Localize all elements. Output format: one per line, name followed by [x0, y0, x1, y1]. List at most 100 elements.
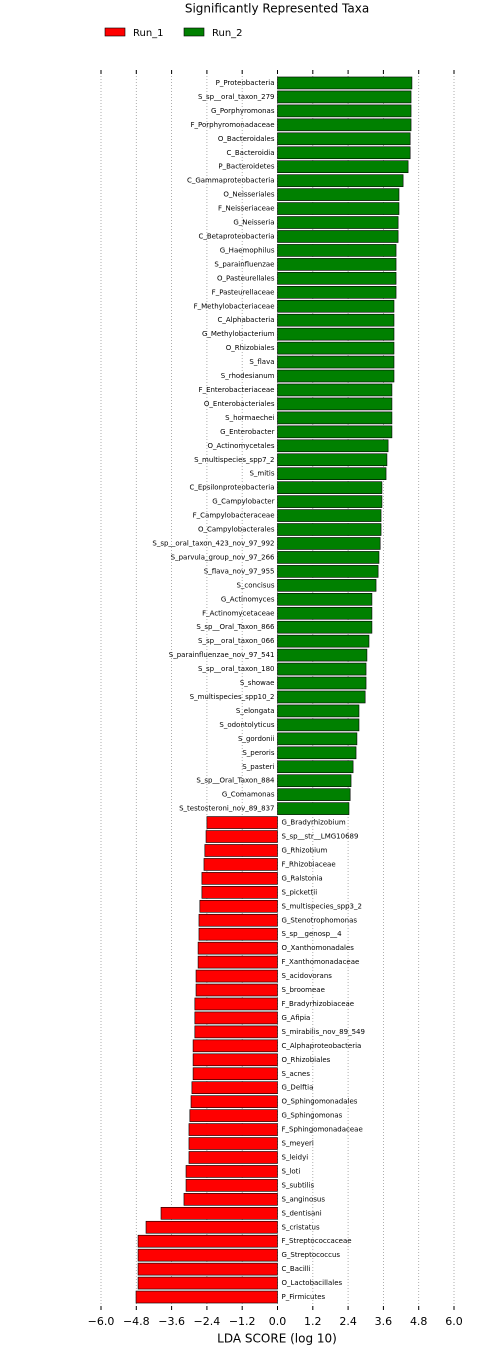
bar: [277, 313, 395, 327]
category-label: O_Rhizobiales: [282, 1056, 331, 1064]
category-label: O_Rhizobiales: [226, 344, 275, 352]
category-label: S_multispecies_spp10_2: [190, 693, 275, 701]
category-label: G_Ralstonia: [282, 874, 323, 882]
bar: [203, 858, 278, 871]
category-label: P_Proteobacteria: [216, 79, 275, 87]
bar: [277, 299, 395, 313]
bar: [277, 592, 373, 606]
bar: [188, 1137, 278, 1150]
bar: [277, 174, 404, 187]
bar: [194, 1025, 278, 1039]
category-label: O_Actinomycetales: [208, 442, 275, 450]
category-label: O_Bacteroidales: [218, 135, 275, 143]
category-label: S_sp__oral_taxon_066: [198, 637, 275, 645]
category-label: S_elongata: [236, 707, 275, 715]
category-label: O_Sphingomonadales: [282, 1098, 358, 1106]
category-label: C_Alphabacteria: [217, 316, 274, 324]
bar: [206, 816, 278, 829]
x-tick-label: −6.0: [88, 1315, 115, 1328]
bar: [201, 886, 278, 899]
category-label: F_Enterobacteriaceae: [199, 386, 275, 394]
bar: [277, 606, 373, 620]
bar: [277, 718, 360, 732]
category-label: C_Bacilli: [282, 1265, 311, 1273]
bar: [195, 983, 278, 997]
bar: [277, 397, 393, 411]
bar: [205, 830, 278, 843]
bar: [277, 662, 367, 676]
bar: [277, 551, 380, 564]
category-label: O_Lactobacillales: [282, 1279, 343, 1287]
category-label: S_multispecies_spp7_2: [194, 456, 274, 464]
category-label: S_pickettii: [282, 888, 318, 896]
bar: [277, 411, 393, 425]
legend-swatch: [104, 27, 126, 37]
bar: [277, 760, 354, 774]
category-label: G_Neisseria: [233, 219, 274, 227]
x-axis-label: LDA SCORE (log 10): [217, 1332, 337, 1346]
category-label: S_peroris: [242, 749, 275, 757]
category-label: C_Gammaproteobacteria: [187, 177, 275, 185]
x-tick-label: −3.6: [158, 1315, 185, 1328]
category-label: S_showae: [240, 679, 275, 687]
bar: [277, 648, 368, 662]
category-label: F_Campylobacteraceae: [193, 512, 275, 520]
category-label: C_Betaproteobacteria: [198, 232, 274, 240]
category-label: F_Rhizobiaceae: [282, 860, 336, 868]
bar: [277, 565, 379, 578]
category-label: S_sp__oral_taxon_180: [198, 665, 274, 673]
category-label: S_parainfluenzae: [214, 260, 274, 268]
bar: [277, 439, 389, 453]
category-label: S_leidyi: [282, 1153, 309, 1161]
category-label: P_Firmicutes: [282, 1293, 326, 1301]
bar: [277, 355, 395, 369]
category-label: O_Neisseriales: [223, 191, 274, 199]
category-label: G_Stenotrophomonas: [282, 916, 358, 924]
legend-swatch: [183, 27, 205, 37]
bar: [277, 732, 358, 746]
x-tick-label: 3.6: [375, 1315, 393, 1328]
category-label: F_Bradyrhizobiaceae: [282, 1000, 355, 1008]
category-label: F_Streptococcaceae: [282, 1237, 352, 1245]
bar: [277, 802, 350, 815]
category-label: G_Enterobacter: [220, 428, 274, 436]
legend-label: Run_1: [133, 28, 164, 39]
bar: [277, 160, 409, 174]
category-label: S_cristatus: [282, 1223, 320, 1231]
category-label: F_Porphyromonadaceae: [191, 121, 275, 129]
bar: [277, 425, 393, 439]
bar: [190, 1095, 278, 1108]
category-label: C_Bacteroidia: [226, 149, 274, 157]
bar: [277, 244, 397, 257]
category-label: G_Streptococcus: [282, 1251, 341, 1259]
bar: [137, 1234, 278, 1248]
bar: [277, 258, 397, 271]
category-label: G_Bradyrhizobium: [282, 819, 346, 827]
legend-label: Run_2: [212, 28, 243, 39]
bar: [277, 746, 357, 760]
bar: [277, 327, 395, 341]
category-label: S_gordonii: [238, 735, 275, 743]
category-label: S_acnes: [282, 1070, 311, 1078]
bar: [198, 913, 278, 927]
bar: [277, 537, 381, 550]
bar: [137, 1276, 278, 1290]
bar: [277, 704, 360, 718]
bar: [192, 1039, 278, 1053]
bar: [277, 509, 382, 522]
category-label: G_Delftia: [282, 1084, 314, 1092]
category-label: G_Sphingomonas: [282, 1112, 343, 1120]
bar: [277, 272, 397, 285]
category-label: O_Campylobacterales: [198, 526, 275, 534]
category-label: G_Haemophilus: [220, 246, 275, 254]
category-label: S_sp__Oral_Taxon_884: [196, 777, 275, 785]
bar: [135, 1290, 278, 1304]
bar: [191, 1081, 278, 1095]
category-label: S_hormaechei: [225, 414, 274, 422]
category-label: S_acidovorans: [282, 972, 333, 980]
category-label: F_Pasteurellaceae: [212, 288, 275, 296]
category-label: G_Actinomyces: [221, 595, 275, 603]
x-tick-label: −4.8: [123, 1315, 150, 1328]
bar: [277, 188, 400, 201]
category-label: S_broomeae: [282, 986, 325, 994]
